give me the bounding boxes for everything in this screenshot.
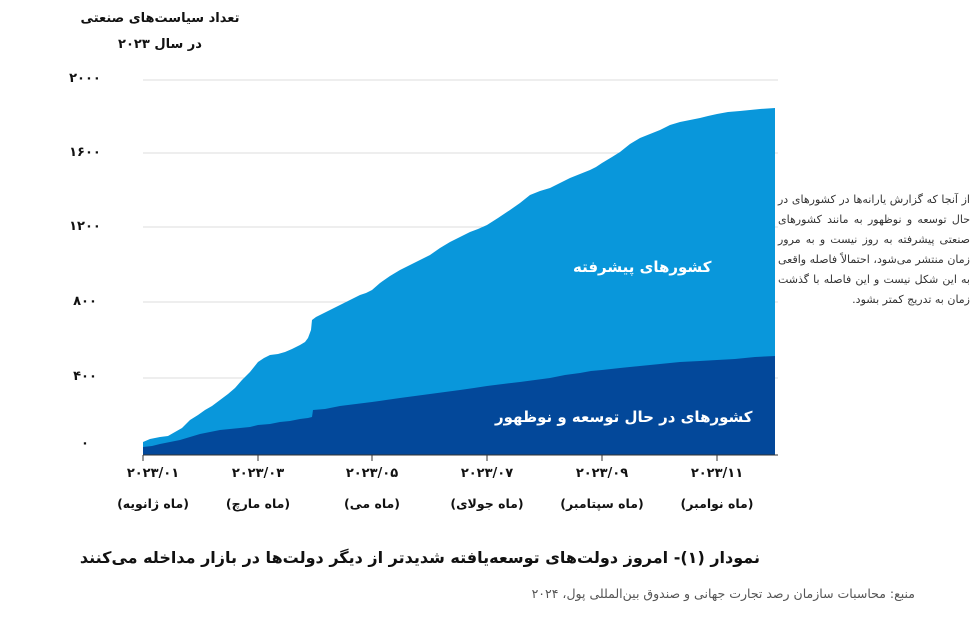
x-month-july: (ماه جولای) [450,496,524,511]
x-axis [142,454,778,461]
source-note: منبع: محاسبات سازمان رصد تجارت جهانی و ص… [531,586,915,601]
y-axis-title-line1: تعداد سیاست‌های صنعتی [80,11,240,26]
y-axis-title: تعداد سیاست‌های صنعتی در سال ۲۰۲۳ [60,6,260,58]
x-tick-2023-07: ۲۰۲۳/۰۷ [460,466,514,481]
x-month-november: (ماه نوامبر) [680,496,754,511]
y-tick-1600: ۱۶۰۰ [69,145,101,160]
x-month-march: (ماه مارچ) [225,496,291,511]
y-tick-2000: ۲۰۰۰ [69,71,101,86]
x-tick-2023-11: ۲۰۲۳/۱۱ [690,466,744,481]
x-tick-2023-03: ۲۰۲۳/۰۳ [231,466,285,481]
label-developing-economies: کشورهای در حال توسعه و نوظهور [495,408,753,426]
x-month-may: (ماه می) [344,496,400,511]
y-tick-1200: ۱۲۰۰ [69,219,101,234]
area-advanced-economies [143,108,775,455]
x-month-september: (ماه سپتامبر) [560,496,644,511]
x-tick-2023-05: ۲۰۲۳/۰۵ [345,466,399,481]
label-advanced-economies: کشورهای پیشرفته [573,258,712,276]
y-tick-800: ۸۰۰ [73,294,97,309]
x-tick-2023-01: ۲۰۲۳/۰۱ [126,466,180,481]
figure-caption: نمودار (۱)- امروز دولت‌های توسعه‌یافته ش… [79,548,760,567]
x-month-january: (ماه ژانویه) [117,496,189,511]
y-tick-0: ۰ [81,436,89,451]
area-developing-economies [143,356,775,455]
y-tick-400: ۴۰۰ [73,369,97,384]
y-axis-title-line2: در سال ۲۰۲۳ [118,37,202,52]
x-tick-2023-09: ۲۰۲۳/۰۹ [575,466,629,481]
side-note: از آنجا که گزارش یارانه‌ها در کشورهای در… [778,193,970,306]
